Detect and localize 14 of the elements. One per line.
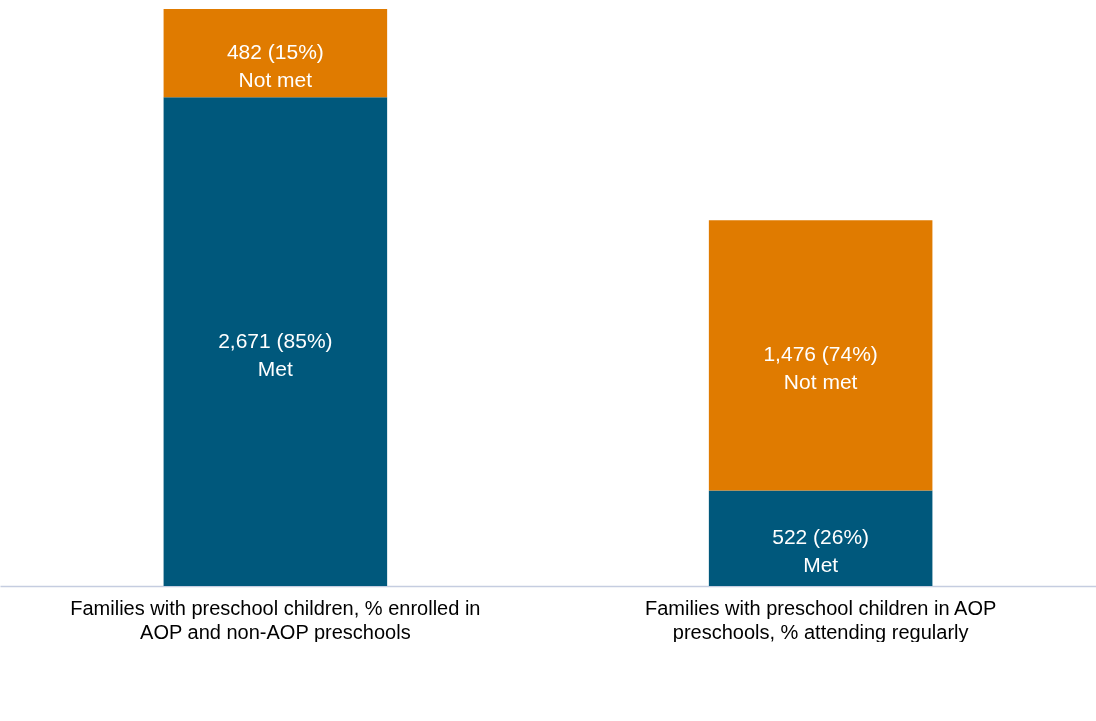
bar (708, 490, 933, 586)
data-label: 2,671 (85%) (218, 328, 333, 352)
x-tick-label: Families with preschool children in AOP preschools, % attending regularly (645, 596, 997, 643)
bar (163, 97, 388, 586)
data-label: 1,476 (74%) (763, 342, 878, 366)
data-label: 482 (15%) (226, 40, 324, 64)
series-label: Met (803, 553, 839, 577)
series-label: Not met (238, 68, 313, 92)
bar (708, 220, 933, 491)
text: Met (257, 356, 293, 380)
bar (163, 9, 388, 98)
data-label: 522 (26%) (772, 525, 870, 549)
text: Not met (783, 370, 858, 394)
x-tick-label: Families with preschool children, % enrolled in AOP and non-AOP preschools (70, 596, 481, 643)
